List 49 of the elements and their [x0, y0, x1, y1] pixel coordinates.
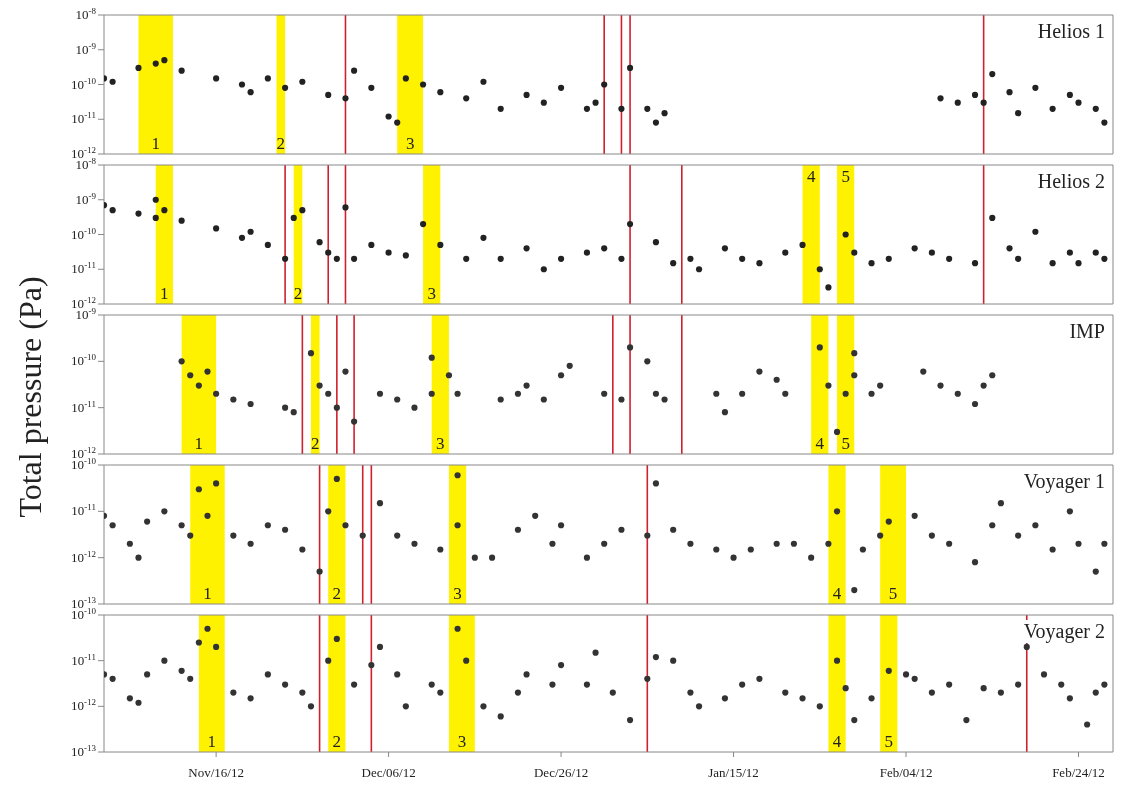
- x-tick-label: Dec/26/12: [533, 765, 589, 780]
- y-tick-label: 10$^{-10}$: [71, 352, 97, 369]
- y-tick-label: 10$^{-10}$: [71, 225, 97, 242]
- y-tick-label: 10$^{-9}$: [75, 40, 97, 57]
- y-tick-label: 10$^{-9}$: [75, 190, 97, 207]
- x-tick-label: Nov/16/12: [188, 765, 244, 780]
- y-axis-title: Total pressure (Pa): [11, 276, 49, 518]
- y-tick-label: 10$^{-11}$: [71, 398, 96, 415]
- x-tick-label: Feb/04/12: [879, 765, 933, 780]
- y-tick-label: 10$^{-11}$: [71, 260, 96, 277]
- x-tick-label: Dec/06/12: [361, 765, 416, 780]
- y-tick-label: 10$^{-8}$: [75, 6, 97, 22]
- band-label: 5: [884, 732, 894, 751]
- band-label: 5: [888, 584, 898, 603]
- chart-title: Helios 1: [1034, 20, 1108, 43]
- band-label: 4: [832, 584, 842, 603]
- band-label: 2: [332, 732, 342, 751]
- y-tick-label: 10$^{-11}$: [71, 651, 96, 668]
- chart-title: Helios 2: [1034, 170, 1108, 193]
- band-label: 3: [427, 284, 436, 303]
- y-tick-label: 10$^{-11}$: [71, 110, 96, 127]
- band-label: 2: [332, 584, 342, 603]
- band-label: 3: [453, 584, 462, 603]
- band-label: 4: [832, 732, 842, 751]
- chart-title: Voyager 2: [1020, 620, 1108, 643]
- chart-title: IMP: [1066, 320, 1108, 343]
- chart-title: Voyager 1: [1020, 470, 1108, 493]
- band-label: 3: [405, 134, 415, 153]
- band-label: 4: [815, 434, 825, 453]
- band-label: 1: [203, 584, 212, 603]
- y-tick-label: 10$^{-12}$: [71, 548, 96, 565]
- band-label: 4: [806, 167, 816, 187]
- y-tick-label: 10$^{-11}$: [71, 502, 96, 519]
- band-label: 2: [293, 284, 303, 303]
- band-label: 5: [841, 167, 850, 187]
- x-tick-label: Jan/15/12: [708, 765, 759, 780]
- band-label: 5: [841, 434, 850, 453]
- band-label: 1: [194, 434, 204, 453]
- band-label: 2: [276, 134, 286, 153]
- band-label: 1: [151, 134, 160, 153]
- y-tick-label: 10$^{-13}$: [71, 743, 97, 759]
- band-label: 1: [207, 732, 217, 751]
- x-tick-label: Feb/24/12: [1052, 765, 1105, 780]
- band-label: 2: [311, 434, 320, 453]
- band-label: 1: [160, 284, 169, 303]
- y-tick-label: 10$^{-10}$: [71, 75, 97, 92]
- band-label: 3: [457, 732, 467, 751]
- y-tick-label: 10$^{-12}$: [71, 697, 96, 714]
- band-label: 3: [436, 434, 445, 453]
